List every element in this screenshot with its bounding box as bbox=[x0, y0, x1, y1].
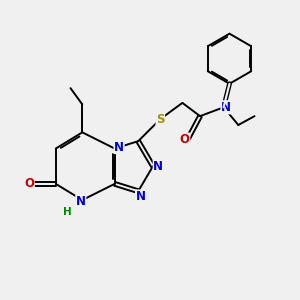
Text: N: N bbox=[114, 141, 124, 154]
Text: N: N bbox=[221, 101, 231, 114]
Text: O: O bbox=[24, 177, 34, 190]
Text: N: N bbox=[136, 190, 146, 203]
Text: S: S bbox=[156, 112, 165, 126]
Text: H: H bbox=[63, 207, 72, 218]
Text: N: N bbox=[153, 160, 163, 173]
Text: O: O bbox=[180, 133, 190, 146]
Text: N: N bbox=[76, 195, 86, 208]
